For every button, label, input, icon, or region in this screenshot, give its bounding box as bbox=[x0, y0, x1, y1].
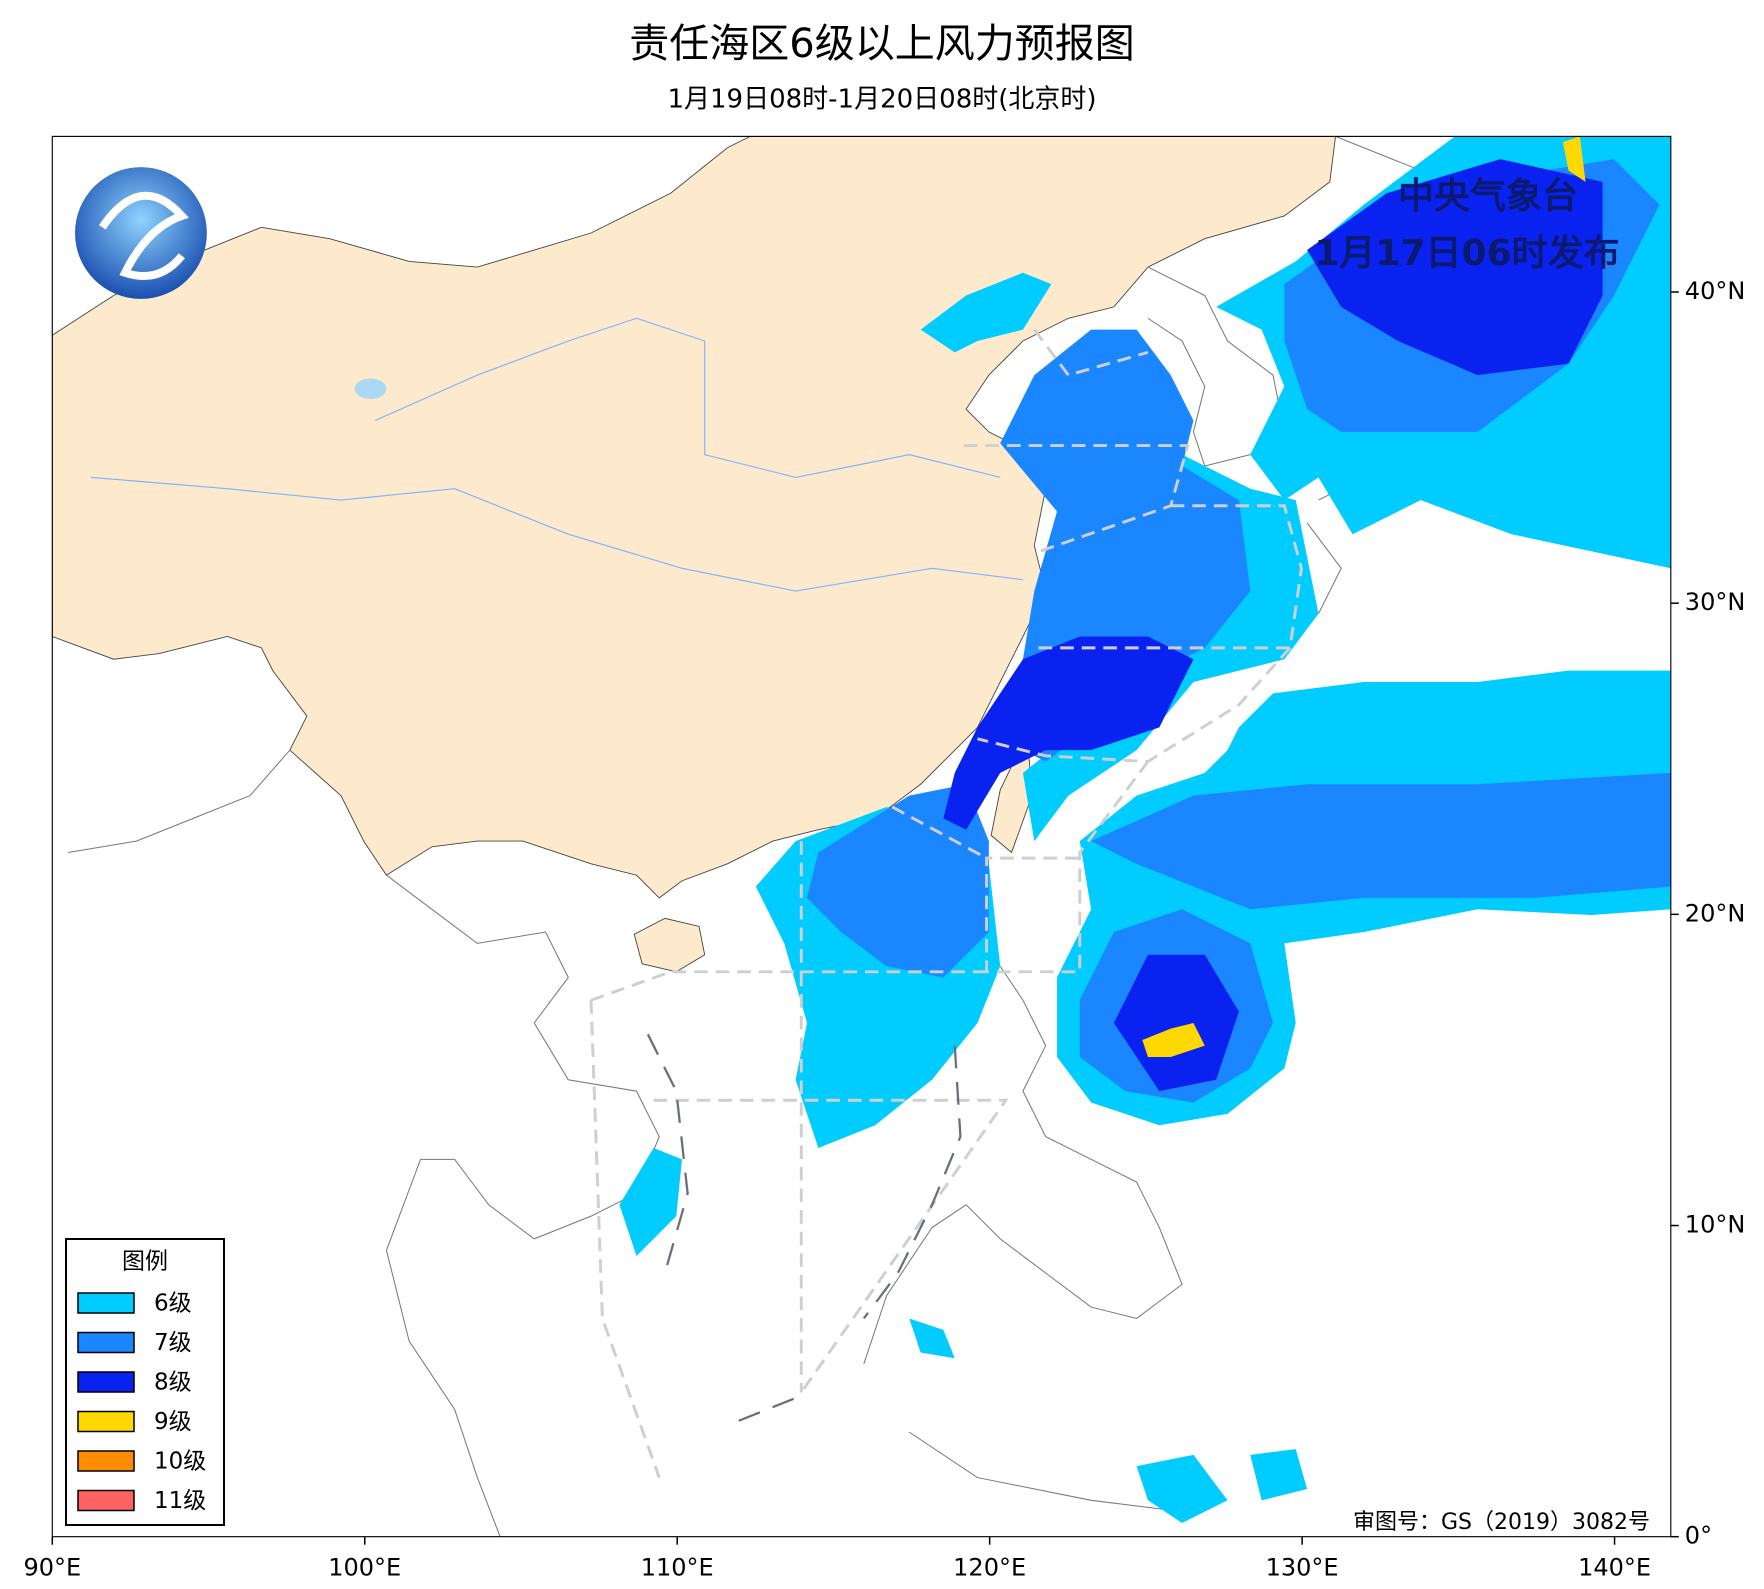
wind-area-7 bbox=[806, 784, 989, 978]
river bbox=[90, 317, 1024, 592]
hainan bbox=[633, 917, 706, 973]
y-tick-label: 20°N bbox=[1685, 899, 1746, 927]
map bbox=[51, 135, 1672, 1538]
x-tick-label: 110°E bbox=[641, 1554, 714, 1582]
logo-mark bbox=[99, 191, 189, 280]
map-frame bbox=[51, 135, 1672, 1538]
issuer-time: 1月17日06时发布 bbox=[1314, 233, 1619, 274]
x-tick-label: 90°E bbox=[23, 1554, 81, 1582]
x-tick-label: 140°E bbox=[1578, 1554, 1651, 1582]
wind-area-8 bbox=[1113, 954, 1239, 1092]
wind-area-8 bbox=[1307, 159, 1603, 376]
wind-area-7 bbox=[1091, 772, 1671, 910]
title: 责任海区6级以上风力预报图 bbox=[629, 21, 1134, 67]
legend-swatch bbox=[77, 1489, 135, 1512]
x-tick-label: 100°E bbox=[328, 1554, 401, 1582]
axes: 90°E 100°E 110°E 120°E 130°E 140°E 0° 10°N 20°N 3… bbox=[23, 277, 1745, 1582]
legend-swatch bbox=[77, 1292, 135, 1314]
legend: 图例 6级 7级 8级 9级 10级 11级 bbox=[65, 1238, 225, 1526]
y-tick-label: 0° bbox=[1685, 1522, 1712, 1550]
issuer-name: 中央气象台 bbox=[1398, 176, 1578, 217]
legend-label: 10级 bbox=[154, 1449, 206, 1475]
wind-area-6 bbox=[920, 272, 1052, 353]
legend-swatch bbox=[77, 1371, 135, 1393]
x-tick-label: 130°E bbox=[1266, 1554, 1339, 1582]
legend-swatch bbox=[77, 1450, 135, 1472]
legend-label: 8级 bbox=[154, 1370, 192, 1396]
subtitle: 1月19日08时-1月20日08时(北京时) bbox=[667, 85, 1096, 115]
lake bbox=[354, 378, 387, 399]
boundary-line bbox=[646, 1033, 962, 1422]
philippines bbox=[863, 965, 1183, 1513]
legend-label: 11级 bbox=[154, 1488, 206, 1514]
y-tick-label: 40°N bbox=[1685, 277, 1746, 305]
legend-label: 9级 bbox=[154, 1409, 192, 1435]
indochina bbox=[68, 749, 660, 1537]
legend-label: 6级 bbox=[154, 1291, 192, 1317]
legend-label: 7级 bbox=[154, 1330, 192, 1356]
x-tick-label: 120°E bbox=[953, 1554, 1026, 1582]
y-tick-label: 10°N bbox=[1685, 1211, 1746, 1239]
legend-swatch bbox=[77, 1410, 135, 1433]
wind-area-8 bbox=[943, 636, 1194, 830]
y-tick-label: 30°N bbox=[1685, 588, 1746, 616]
legend-swatch bbox=[77, 1331, 135, 1354]
legend-title: 图例 bbox=[122, 1249, 168, 1275]
approval-number: 审图号：GS（2019）3082号 bbox=[1353, 1510, 1650, 1535]
